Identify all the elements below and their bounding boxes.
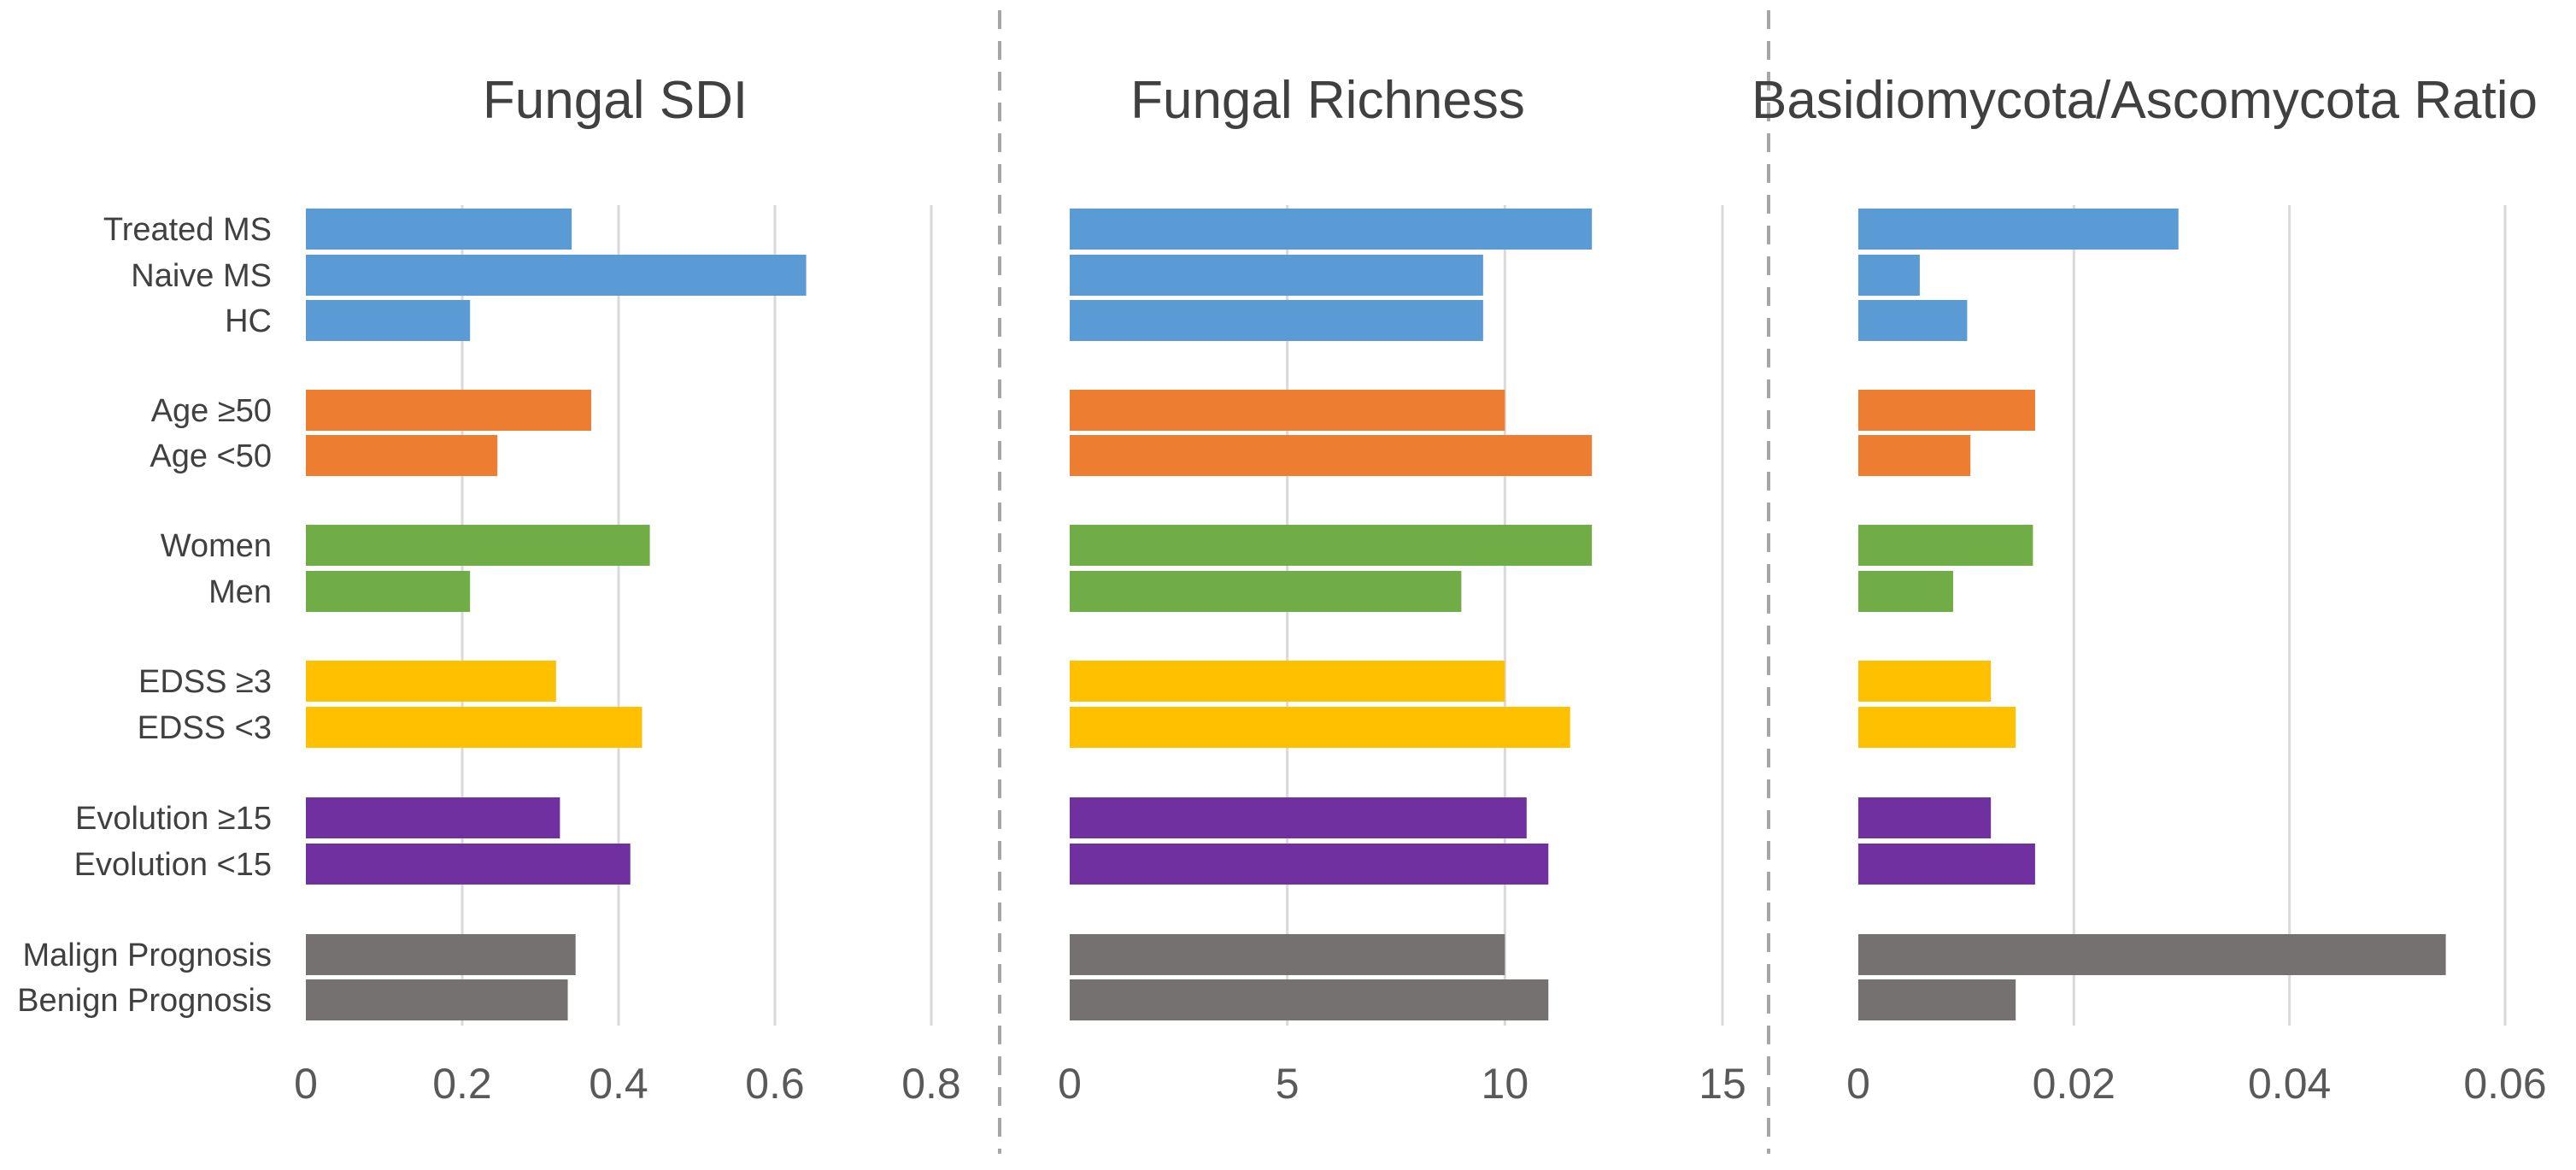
tick-label: 0 (1058, 1060, 1082, 1108)
tick-label: 0 (294, 1060, 318, 1108)
bar (1070, 934, 1505, 975)
bar (1070, 797, 1527, 838)
bar (306, 255, 807, 296)
bar (1858, 209, 2179, 250)
bar (306, 661, 556, 702)
tick-label: 10 (1482, 1060, 1529, 1108)
bar (306, 209, 572, 250)
tick-label: 0.06 (2463, 1060, 2546, 1108)
bar (306, 390, 591, 431)
tick-label: 0.02 (2033, 1060, 2115, 1108)
category-label: Age <50 (150, 438, 272, 474)
category-label: EDSS ≥3 (138, 664, 272, 700)
tick-label: 0.6 (745, 1060, 805, 1108)
bar (306, 844, 631, 885)
category-label: Age ≥50 (151, 393, 272, 429)
bar (306, 979, 568, 1020)
tick-label: 0.2 (432, 1060, 492, 1108)
tick-label: 15 (1699, 1060, 1746, 1108)
bar (1070, 300, 1483, 341)
bar (1070, 707, 1570, 748)
category-label: EDSS <3 (138, 710, 272, 746)
category-label: Malign Prognosis (23, 938, 272, 973)
bar (306, 300, 471, 341)
bar (1070, 571, 1462, 612)
category-label: Women (161, 528, 272, 564)
bar (1070, 844, 1549, 885)
bar (1858, 979, 2016, 1020)
tick-label: 0 (1846, 1060, 1870, 1108)
bar (1858, 934, 2446, 975)
tick-label: 0.4 (589, 1060, 648, 1108)
bar (1858, 797, 1992, 838)
chart-title: Basidiomycota/Ascomycota Ratio (1752, 71, 2538, 130)
bar (1070, 255, 1483, 296)
bar (1070, 525, 1593, 566)
bar (1858, 525, 2033, 566)
category-label: Evolution ≥15 (75, 801, 272, 837)
bar (1858, 661, 1992, 702)
bar (1858, 435, 1971, 476)
bar (1070, 661, 1505, 702)
bar (1858, 390, 2035, 431)
bar (306, 571, 471, 612)
chart-panel: Fungal Richness 0 5 10 15 (1058, 71, 1746, 1108)
bar (1858, 844, 2035, 885)
bar (1858, 571, 1954, 612)
bar (306, 934, 576, 975)
chart-panel: Basidiomycota/Ascomycota Ratio 0 0.02 0.04 0… (1752, 71, 2547, 1108)
chart-title: Fungal SDI (483, 71, 748, 130)
bar (306, 435, 498, 476)
bar (306, 797, 560, 838)
panel-dividers (998, 10, 1770, 1154)
category-label: Benign Prognosis (17, 983, 272, 1019)
category-label: Treated MS (103, 212, 272, 248)
tick-label: 0.04 (2248, 1060, 2331, 1108)
bar (1070, 390, 1505, 431)
bar (1858, 300, 1968, 341)
chart-title: Fungal Richness (1130, 71, 1525, 130)
category-label: Evolution <15 (74, 847, 272, 883)
chart-panels: Fungal SDI Treated MS Naive MS HC Age ≥50 Age… (17, 71, 2547, 1108)
chart-panel: Fungal SDI Treated MS Naive MS HC Age ≥50 Age… (17, 71, 961, 1108)
bar (1858, 707, 2016, 748)
bar (306, 525, 650, 566)
bar (306, 707, 643, 748)
category-label: Men (208, 574, 272, 610)
category-label: HC (225, 303, 272, 339)
tick-label: 5 (1276, 1060, 1300, 1108)
category-label: Naive MS (131, 258, 272, 294)
bar (1070, 435, 1593, 476)
tick-label: 0.8 (901, 1060, 961, 1108)
bar (1070, 209, 1593, 250)
bar (1070, 979, 1549, 1020)
bar (1858, 255, 1920, 296)
